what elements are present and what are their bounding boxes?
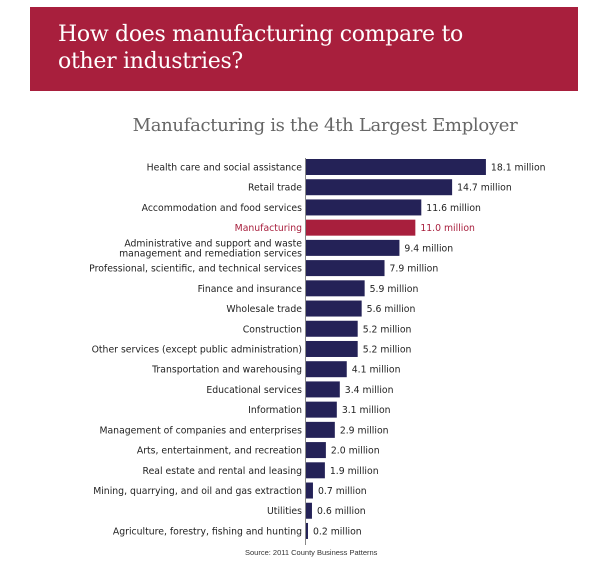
bar	[306, 179, 453, 196]
bar	[306, 320, 358, 337]
data-label: 3.1 million	[342, 405, 391, 416]
category-label: Transportation and warehousing	[151, 365, 302, 376]
data-label: 7.9 million	[390, 264, 439, 275]
category-label: Other services (except public administra…	[92, 344, 302, 355]
data-label: 9.4 million	[404, 243, 453, 254]
chart-title: Manufacturing is the 4th Largest Employe…	[132, 115, 518, 136]
bar	[306, 361, 347, 378]
data-label: 0.2 million	[313, 526, 362, 537]
category-label: Professional, scientific, and technical …	[89, 264, 302, 275]
category-label: Manufacturing	[235, 223, 302, 234]
category-label: Administrative and support and waste mana…	[119, 238, 302, 259]
bar	[306, 219, 416, 236]
bar	[306, 502, 312, 519]
bar	[306, 442, 326, 459]
data-label: 3.4 million	[345, 385, 394, 396]
category-label: Utilities	[267, 506, 302, 517]
category-label: Agriculture, forestry, fishing and hunti…	[113, 526, 302, 537]
bar	[306, 401, 337, 418]
bar	[306, 340, 358, 357]
category-label: Finance and insurance	[198, 284, 303, 295]
bar	[306, 482, 313, 499]
bar	[306, 300, 362, 317]
category-label: Mining, quarrying, and oil and gas extra…	[93, 486, 302, 497]
data-label: 4.1 million	[352, 365, 401, 376]
data-label: 5.2 million	[363, 324, 412, 335]
data-label: 0.6 million	[317, 506, 366, 517]
category-label: Wholesale trade	[226, 304, 302, 315]
category-label: Educational services	[206, 385, 302, 396]
header-banner: How does manufacturing compare to other …	[30, 7, 578, 91]
data-label: 2.0 million	[331, 446, 380, 457]
bar	[306, 421, 335, 438]
bar	[306, 522, 308, 539]
category-label: Retail trade	[248, 183, 302, 194]
data-label: 0.7 million	[318, 486, 367, 497]
bar	[306, 462, 325, 479]
category-label: Arts, entertainment, and recreation	[137, 446, 302, 457]
data-label: 5.6 million	[367, 304, 416, 315]
bar	[306, 381, 340, 398]
category-label: Health care and social assistance	[147, 163, 303, 174]
data-label: 5.2 million	[363, 344, 412, 355]
bar	[306, 260, 385, 277]
source-note: Source: 2011 County Business Patterns	[245, 548, 378, 557]
category-label: Information	[248, 405, 302, 416]
data-label: 11.6 million	[426, 203, 481, 214]
data-label: 11.0 million	[420, 223, 475, 234]
category-label: Construction	[243, 324, 302, 335]
data-label: 1.9 million	[330, 466, 379, 477]
data-label: 5.9 million	[370, 284, 419, 295]
data-label: 2.9 million	[340, 425, 389, 436]
data-label: 18.1 million	[491, 163, 546, 174]
data-label: 14.7 million	[457, 183, 512, 194]
category-label: Accommodation and food services	[142, 203, 303, 214]
category-label: Real estate and rental and leasing	[143, 466, 303, 477]
page-title: How does manufacturing compare to other …	[58, 22, 463, 74]
category-label: Management of companies and enterprises	[99, 425, 302, 436]
bar	[306, 239, 400, 256]
bar	[306, 159, 486, 175]
bar	[306, 280, 365, 297]
bar	[306, 199, 422, 216]
